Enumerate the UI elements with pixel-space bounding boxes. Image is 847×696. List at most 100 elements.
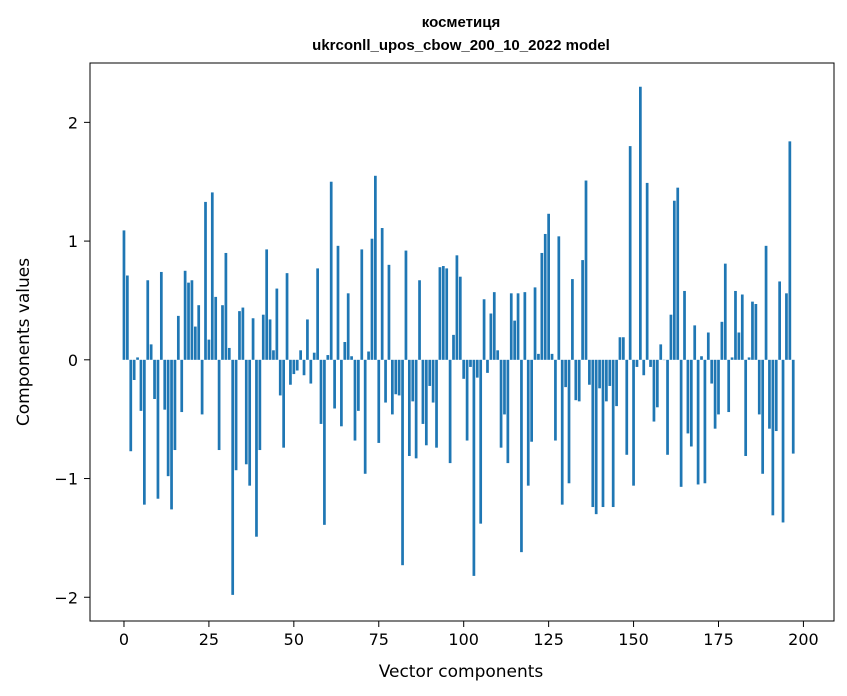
bar-169 <box>696 359 700 485</box>
bar-66 <box>346 293 350 360</box>
bar-120 <box>530 359 533 442</box>
bar-155 <box>649 359 652 367</box>
bar-100 <box>462 359 466 379</box>
bar-67 <box>350 356 353 360</box>
bar-8 <box>149 344 153 360</box>
bar-160 <box>666 359 669 455</box>
bar-185 <box>751 301 754 360</box>
bar-168 <box>693 325 697 360</box>
bar-29 <box>221 305 224 360</box>
bar-58 <box>319 359 323 424</box>
bar-64 <box>340 359 343 427</box>
bar-39 <box>255 359 258 537</box>
bar-74 <box>374 175 377 360</box>
bar-12 <box>163 359 167 410</box>
x-tick-label: 150 <box>618 630 649 649</box>
bar-71 <box>363 359 367 474</box>
bar-25 <box>207 339 211 360</box>
bar-167 <box>689 359 693 447</box>
bar-117 <box>520 359 523 553</box>
bar-104 <box>475 359 479 378</box>
bar-106 <box>482 299 486 360</box>
bar-11 <box>159 271 163 360</box>
plot-frame <box>89 62 835 622</box>
bar-90 <box>428 359 432 386</box>
bar-95 <box>445 268 449 360</box>
bar-158 <box>659 344 663 360</box>
bar-188 <box>761 359 765 474</box>
bar-184 <box>747 357 751 360</box>
bar-44 <box>272 350 275 360</box>
bar-146 <box>618 337 622 360</box>
bar-138 <box>591 359 595 508</box>
x-tick-label: 125 <box>533 630 564 649</box>
bar-165 <box>683 290 686 360</box>
bar-62 <box>333 359 336 409</box>
bar-57 <box>316 268 319 360</box>
bar-56 <box>312 352 316 360</box>
bar-123 <box>540 252 544 360</box>
bar-161 <box>669 314 673 360</box>
bar-50 <box>292 359 296 375</box>
bar-84 <box>407 359 411 456</box>
x-tick-label: 0 <box>119 630 129 649</box>
bar-48 <box>285 273 289 360</box>
bar-22 <box>197 305 201 360</box>
bar-34 <box>238 311 241 360</box>
bar-81 <box>397 359 401 396</box>
bar-182 <box>740 294 744 360</box>
bar-136 <box>584 180 588 360</box>
bar-119 <box>526 359 530 486</box>
bar-114 <box>509 293 513 360</box>
bar-32 <box>231 359 235 595</box>
bar-139 <box>594 359 598 515</box>
bar-33 <box>234 359 238 471</box>
bar-23 <box>200 359 204 415</box>
bar-103 <box>472 359 476 576</box>
chart-title: косметиця <box>422 14 500 31</box>
bars-group <box>122 86 795 595</box>
chart-subtitle: ukrconll_upos_cbow_200_10_2022 model <box>312 37 610 54</box>
bar-42 <box>265 249 269 360</box>
bar-192 <box>774 359 778 432</box>
x-tick-label: 75 <box>369 630 389 649</box>
bar-99 <box>458 276 462 360</box>
bar-46 <box>278 359 282 396</box>
bar-61 <box>329 181 333 360</box>
bar-186 <box>754 304 758 360</box>
bar-41 <box>261 314 265 360</box>
bar-68 <box>353 359 357 441</box>
bar-1 <box>126 275 129 360</box>
bar-35 <box>241 307 245 360</box>
bar-129 <box>560 359 564 505</box>
bar-194 <box>781 359 785 523</box>
bar-141 <box>601 359 605 508</box>
bar-134 <box>577 359 581 402</box>
bar-54 <box>306 319 309 360</box>
bar-17 <box>180 359 184 413</box>
bar-7 <box>146 280 150 360</box>
bar-20 <box>190 280 194 360</box>
x-tick-label: 200 <box>788 630 819 649</box>
bar-36 <box>244 359 248 465</box>
bar-171 <box>703 359 707 484</box>
y-axis-label: Components values <box>14 258 34 426</box>
y-tick-label: −1 <box>54 470 78 489</box>
bar-77 <box>384 359 387 403</box>
bar-142 <box>605 359 608 402</box>
bar-101 <box>465 359 469 441</box>
bar-150 <box>632 359 635 486</box>
bar-183 <box>744 359 748 456</box>
bar-105 <box>479 359 483 524</box>
bar-102 <box>469 359 472 367</box>
bar-175 <box>717 359 720 415</box>
bar-89 <box>424 359 428 446</box>
bar-178 <box>727 359 731 413</box>
bar-10 <box>156 359 160 499</box>
bar-63 <box>336 245 340 360</box>
x-tick-label: 100 <box>448 630 479 649</box>
bar-157 <box>655 359 659 408</box>
bar-153 <box>642 359 646 376</box>
bar-113 <box>506 359 510 464</box>
bar-107 <box>486 359 489 373</box>
